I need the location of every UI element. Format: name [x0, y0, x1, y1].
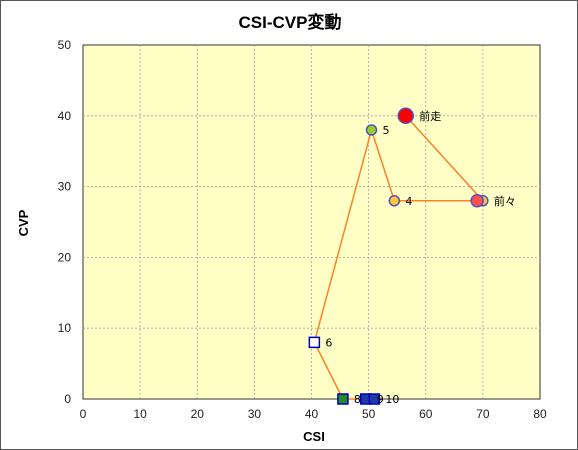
y-tick-label: 30 — [58, 180, 72, 194]
x-tick-label: 20 — [191, 407, 205, 421]
data-label: 10 — [385, 393, 399, 406]
y-tick-label: 50 — [58, 38, 72, 52]
data-label: 5 — [382, 124, 389, 137]
x-tick-label: 80 — [533, 407, 547, 421]
data-point-8 — [337, 393, 349, 405]
data-label: 4 — [405, 195, 412, 208]
y-tick-label: 0 — [64, 392, 71, 406]
y-tick-label: 40 — [58, 109, 72, 123]
data-label: 9 — [377, 393, 384, 406]
data-point-10 — [368, 393, 381, 405]
x-tick-label: 40 — [305, 407, 319, 421]
x-tick-label: 60 — [419, 407, 433, 421]
x-tick-label: 10 — [133, 407, 147, 421]
data-point — [470, 194, 484, 208]
data-label: 前々 — [494, 194, 516, 208]
x-tick-label: 70 — [476, 407, 490, 421]
x-tick-label: 50 — [362, 407, 376, 421]
data-label: 前走 — [419, 109, 441, 123]
data-point-4 — [388, 195, 401, 207]
grid-lines — [83, 45, 540, 399]
data-point-前走 — [397, 107, 415, 125]
data-point-5 — [365, 124, 378, 136]
y-tick-label: 20 — [58, 250, 72, 264]
data-markers — [308, 107, 489, 405]
data-point-6 — [308, 336, 321, 349]
x-axis-label: CSI — [303, 429, 325, 444]
chart-title: CSI-CVP変動 — [239, 12, 342, 32]
data-label: 8 — [354, 393, 361, 406]
data-label: 6 — [325, 336, 332, 349]
x-axis-ticks: 0 10 20 30 40 50 60 70 80 — [80, 407, 547, 421]
x-tick-label: 30 — [248, 407, 262, 421]
y-axis-label: CVP — [16, 209, 31, 236]
y-tick-label: 10 — [58, 321, 72, 335]
x-tick-label: 0 — [80, 407, 87, 421]
y-axis-ticks: 0 10 20 30 40 50 — [58, 38, 72, 406]
